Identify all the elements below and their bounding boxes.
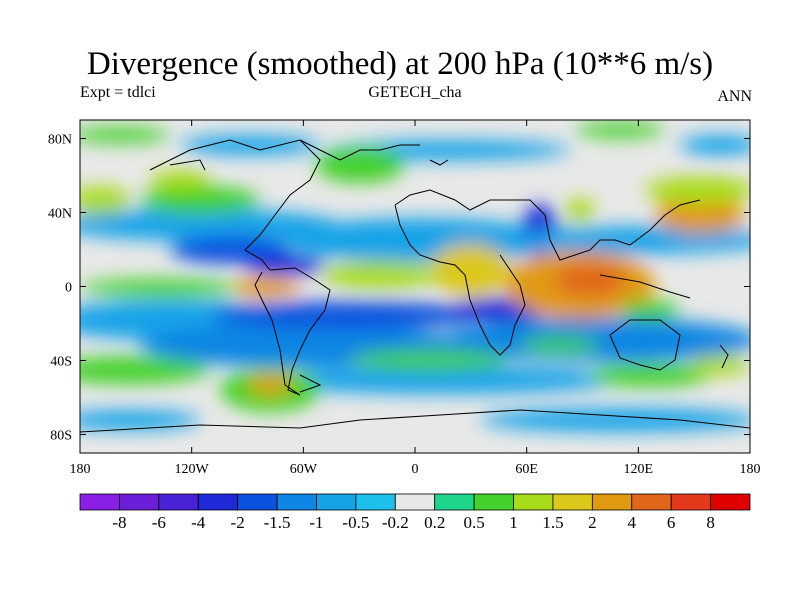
- colorbar-swatch: [158, 493, 199, 511]
- colorbar-swatch: [119, 493, 160, 511]
- colorbar-swatch: [197, 493, 239, 511]
- colorbar-label: -1.5: [263, 513, 291, 532]
- colorbar-swatch: [434, 493, 475, 511]
- colorbar-label: -0.5: [342, 513, 370, 532]
- colorbar-label: -0.2: [381, 513, 409, 532]
- colorbar-label: 2: [588, 513, 597, 532]
- x-tick-label: 180: [740, 462, 761, 477]
- colorbar-swatch: [237, 493, 278, 511]
- colorbar-label: -4: [191, 513, 206, 532]
- y-tick-label: 0: [65, 281, 72, 296]
- colorbar-swatch: [631, 493, 672, 511]
- colorbar-swatch: [473, 493, 514, 511]
- y-tick-label: 40S: [50, 355, 72, 370]
- colorbar-label: 0.2: [424, 513, 446, 532]
- colorbar-swatch: [513, 493, 554, 511]
- colorbar-label: 0.5: [463, 513, 485, 532]
- colorbar-label: -8: [112, 513, 127, 532]
- colorbar-label: 4: [627, 513, 637, 532]
- x-tick-label: 60W: [290, 462, 318, 477]
- colorbar-label: 1: [509, 513, 518, 532]
- colorbar-swatch: [710, 493, 751, 511]
- figure-title: Divergence (smoothed) at 200 hPa (10**6 …: [86, 46, 714, 82]
- colorbar: [79, 493, 751, 511]
- colorbar-label: -2: [230, 513, 245, 532]
- x-tick-label: 120E: [624, 462, 654, 477]
- colorbar-label: 6: [666, 513, 676, 532]
- x-tick-label: 0: [412, 462, 419, 477]
- y-tick-label: 80N: [48, 133, 72, 148]
- season-label: ANN: [717, 88, 752, 105]
- colorbar-swatch: [316, 493, 357, 511]
- y-tick-label: 40N: [48, 207, 72, 222]
- experiment-label: Expt = tdlci: [80, 84, 156, 101]
- colorbar-swatch: [670, 493, 711, 511]
- colorbar-label: -6: [151, 513, 166, 532]
- colorbar-swatch: [591, 493, 633, 511]
- dataset-label: GETECH_cha: [368, 84, 462, 101]
- colorbar-swatch: [355, 493, 396, 511]
- colorbar-label: -1: [309, 513, 324, 532]
- x-axis-ticks: 180 120W 60W 0 60E 120E 180: [70, 120, 761, 477]
- colorbar-swatch: [276, 493, 317, 511]
- y-tick-label: 80S: [50, 429, 72, 444]
- x-tick-label: 120W: [175, 462, 210, 477]
- x-tick-label: 180: [70, 462, 91, 477]
- colorbar-swatch: [79, 493, 120, 511]
- colorbar-label: 1.5: [542, 513, 564, 532]
- y-axis-ticks: 80N 40N 0 40S 80S: [48, 133, 750, 444]
- colorbar-swatch: [552, 493, 593, 511]
- colorbar-swatch: [394, 493, 436, 511]
- divergence-field: [80, 120, 750, 453]
- coastlines: [80, 139, 750, 433]
- colorbar-label: 8: [706, 513, 715, 532]
- x-tick-label: 60E: [515, 462, 538, 477]
